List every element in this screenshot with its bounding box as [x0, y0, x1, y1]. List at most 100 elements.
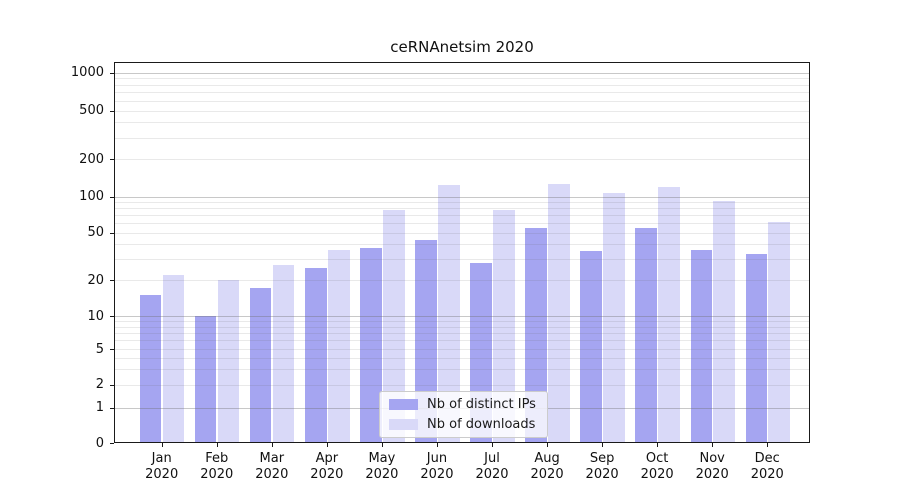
x-tick-label-feb: Feb 2020	[200, 451, 234, 482]
gridline-minor-80	[114, 208, 810, 210]
x-tick-label-dec: Dec 2020	[750, 451, 784, 482]
y-tick-label-200: 200	[79, 151, 104, 167]
bar-distinct-ips-jan	[140, 294, 162, 443]
bar-distinct-ips-apr	[305, 268, 327, 443]
x-tick-label-mar: Mar 2020	[255, 451, 289, 482]
bar-downloads-aug	[548, 183, 570, 443]
y-tick-mark-0	[110, 443, 114, 444]
gridline-minor-3	[114, 368, 810, 370]
y-tick-mark-100	[110, 196, 114, 198]
gridline-minor-70	[114, 215, 810, 217]
gridline-minor-4	[114, 357, 810, 359]
gridline-minor-700	[114, 92, 810, 94]
plot-area	[114, 62, 810, 443]
x-tick-mark-aug	[547, 443, 549, 447]
x-tick-mark-jul	[492, 443, 493, 447]
bar-downloads-oct	[658, 187, 680, 443]
x-tick-label-apr: Apr 2020	[310, 451, 344, 482]
gridline-minor-90	[114, 202, 810, 204]
gridline-minor-40	[114, 244, 810, 246]
y-tick-label-20: 20	[87, 272, 104, 288]
legend-entry-distinct-ips: Nb of distinct IPs	[389, 397, 536, 412]
gridline-minor-900	[114, 78, 810, 80]
y-tick-label-10: 10	[87, 308, 104, 324]
y-tick-mark-2	[110, 384, 114, 386]
gridline-minor-300	[114, 137, 810, 139]
y-tick-label-0: 0	[95, 435, 104, 451]
y-tick-label-500: 500	[79, 103, 104, 118]
gridline-minor-60	[114, 223, 810, 225]
y-tick-mark-5	[110, 349, 114, 350]
bar-downloads-jun	[437, 185, 460, 443]
bar-downloads-jul	[493, 210, 515, 443]
bar-distinct-ips-nov	[690, 249, 712, 443]
legend: Nb of distinct IPs Nb of downloads	[379, 391, 548, 438]
y-tick-mark-10	[110, 316, 114, 317]
x-tick-mark-dec	[767, 443, 769, 447]
x-tick-label-jun: Jun 2020	[420, 451, 454, 482]
bar-distinct-ips-oct	[635, 227, 657, 443]
y-tick-label-100: 100	[79, 189, 104, 205]
legend-entry-downloads: Nb of downloads	[389, 417, 536, 432]
y-tick-label-5: 5	[95, 341, 104, 357]
y-tick-label-50: 50	[87, 225, 104, 241]
gridline-minor-7	[114, 332, 810, 334]
y-tick-mark-50	[110, 232, 114, 234]
x-tick-label-oct: Oct 2020	[640, 451, 674, 482]
bar-distinct-ips-feb	[195, 316, 217, 443]
y-tick-label-1: 1	[95, 400, 104, 415]
gridline-minor-500	[114, 110, 810, 112]
bar-downloads-apr	[327, 249, 350, 443]
chart-title: ceRNAnetsim 2020	[390, 38, 534, 56]
y-tick-mark-1	[110, 407, 114, 409]
y-tick-label-1000: 1000	[70, 65, 104, 80]
legend-label-distinct-ips: Nb of distinct IPs	[427, 397, 536, 412]
y-tick-mark-1000	[110, 72, 114, 74]
x-tick-mark-mar	[271, 443, 273, 447]
x-tick-label-jul: Jul 2020	[475, 451, 509, 482]
x-tick-mark-may	[381, 443, 383, 447]
gridline-minor-6	[114, 340, 810, 342]
bar-distinct-ips-aug	[525, 227, 547, 443]
bar-distinct-ips-dec	[745, 254, 767, 443]
legend-label-downloads: Nb of downloads	[427, 417, 536, 432]
bar-distinct-ips-may	[360, 248, 382, 443]
y-tick-mark-20	[110, 280, 114, 281]
bar-downloads-may	[382, 210, 405, 443]
x-tick-label-sep: Sep 2020	[585, 451, 619, 482]
x-tick-mark-feb	[216, 443, 218, 447]
gridline-minor-8	[114, 326, 810, 328]
x-tick-label-aug: Aug 2020	[530, 451, 564, 482]
grid-layer	[114, 62, 810, 443]
bar-distinct-ips-sep	[580, 251, 602, 443]
x-tick-label-nov: Nov 2020	[695, 451, 729, 482]
y-tick-label-2: 2	[95, 377, 104, 392]
gridline-minor-5	[114, 349, 810, 350]
gridline-major-100	[114, 196, 810, 198]
x-tick-mark-oct	[657, 443, 659, 447]
gridline-minor-9	[114, 321, 810, 323]
bar-downloads-sep	[603, 192, 625, 443]
bar-downloads-jan	[162, 275, 185, 443]
gridline-major-1000	[114, 72, 810, 74]
x-tick-mark-sep	[602, 443, 604, 447]
x-tick-mark-nov	[712, 443, 714, 447]
bar-downloads-feb	[217, 280, 240, 443]
gridline-minor-50	[114, 232, 810, 234]
gridline-minor-20	[114, 280, 810, 281]
gridline-major-10	[114, 316, 810, 317]
bar-downloads-nov	[713, 201, 735, 443]
gridline-minor-800	[114, 84, 810, 86]
legend-swatch-distinct-ips	[389, 399, 418, 410]
x-tick-mark-apr	[326, 443, 328, 447]
legend-swatch-downloads	[389, 419, 418, 430]
x-tick-mark-jan	[161, 443, 163, 447]
gridline-minor-30	[114, 259, 810, 261]
x-tick-label-may: May 2020	[365, 451, 399, 482]
gridline-minor-200	[114, 159, 810, 161]
x-tick-label-jan: Jan 2020	[145, 451, 179, 482]
bar-downloads-mar	[272, 264, 295, 443]
bar-distinct-ips-mar	[250, 288, 272, 443]
y-tick-mark-500	[110, 110, 114, 112]
